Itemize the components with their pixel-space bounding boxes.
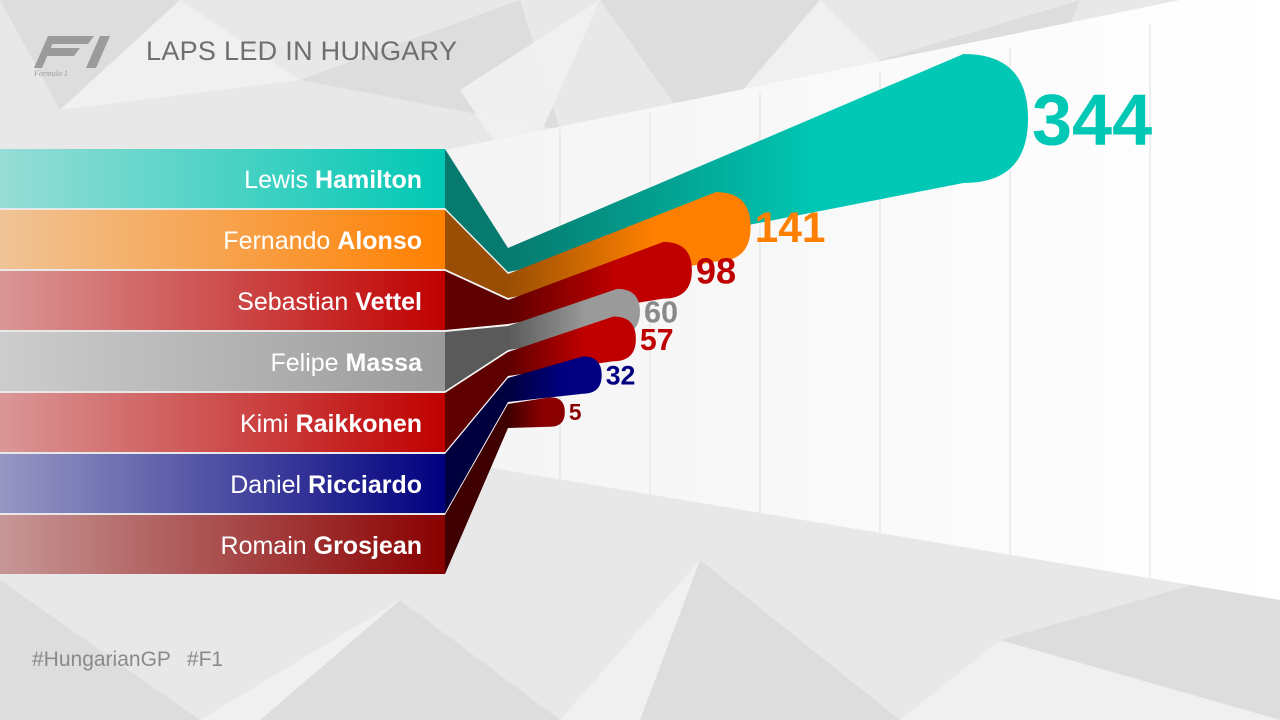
svg-text:Formula 1: Formula 1 bbox=[33, 69, 68, 78]
bar-fold bbox=[445, 352, 508, 452]
driver-last-name: Hamilton bbox=[315, 166, 422, 194]
bar bbox=[508, 192, 751, 298]
label-panel bbox=[0, 271, 445, 330]
driver-first-name: Fernando bbox=[223, 227, 331, 255]
driver-name: Fernando Alonso bbox=[0, 210, 422, 270]
bar bbox=[508, 356, 602, 402]
driver-name: Daniel Ricciardo bbox=[0, 454, 422, 514]
hashtag[interactable]: #F1 bbox=[186, 648, 224, 671]
driver-first-name: Daniel bbox=[230, 471, 302, 499]
driver-name: Kimi Raikkonen bbox=[0, 393, 422, 453]
bar bbox=[508, 54, 1028, 272]
value-label: 98 bbox=[696, 250, 736, 291]
value-label: 32 bbox=[606, 361, 636, 391]
f1-logo: Formula 1 bbox=[33, 36, 110, 78]
hashtag[interactable]: #HungarianGP bbox=[32, 648, 171, 671]
driver-name: Sebastian Vettel bbox=[0, 271, 422, 331]
label-panel bbox=[0, 149, 445, 208]
value-label: 57 bbox=[640, 324, 674, 357]
bar-fold bbox=[445, 378, 508, 513]
driver-last-name: Ricciardo bbox=[308, 471, 422, 499]
driver-last-name: Vettel bbox=[355, 288, 422, 316]
driver-first-name: Sebastian bbox=[237, 288, 349, 316]
driver-first-name: Lewis bbox=[244, 166, 309, 194]
chart-title: LAPS LED IN HUNGARY bbox=[146, 36, 458, 66]
driver-name: Lewis Hamilton bbox=[0, 149, 422, 209]
label-panel bbox=[0, 515, 445, 574]
driver-first-name: Kimi bbox=[240, 410, 289, 438]
bar-fold bbox=[445, 271, 508, 330]
value-label: 344 bbox=[1032, 80, 1152, 160]
bar-fold bbox=[445, 210, 508, 298]
driver-last-name: Alonso bbox=[337, 227, 422, 255]
value-label: 60 bbox=[644, 295, 678, 330]
driver-name: Romain Grosjean bbox=[0, 515, 422, 575]
driver-last-name: Grosjean bbox=[313, 532, 422, 560]
hashtags: #HungarianGP #F1 bbox=[32, 648, 223, 672]
driver-last-name: Massa bbox=[345, 349, 422, 377]
label-panel bbox=[0, 332, 445, 391]
driver-name: Felipe Massa bbox=[0, 332, 423, 392]
driver-first-name: Felipe bbox=[270, 349, 339, 377]
bar bbox=[508, 397, 565, 428]
label-panel bbox=[0, 210, 445, 269]
driver-last-name: Raikkonen bbox=[295, 410, 422, 438]
label-panel bbox=[0, 454, 445, 513]
value-label: 5 bbox=[569, 399, 582, 425]
bar bbox=[508, 241, 692, 324]
value-label: 141 bbox=[755, 205, 826, 252]
bar-fold bbox=[445, 326, 508, 391]
driver-first-name: Romain bbox=[220, 532, 307, 560]
bar-fold bbox=[445, 149, 508, 272]
label-panel bbox=[0, 393, 445, 452]
bar-fold bbox=[445, 404, 508, 574]
bar bbox=[508, 316, 636, 376]
